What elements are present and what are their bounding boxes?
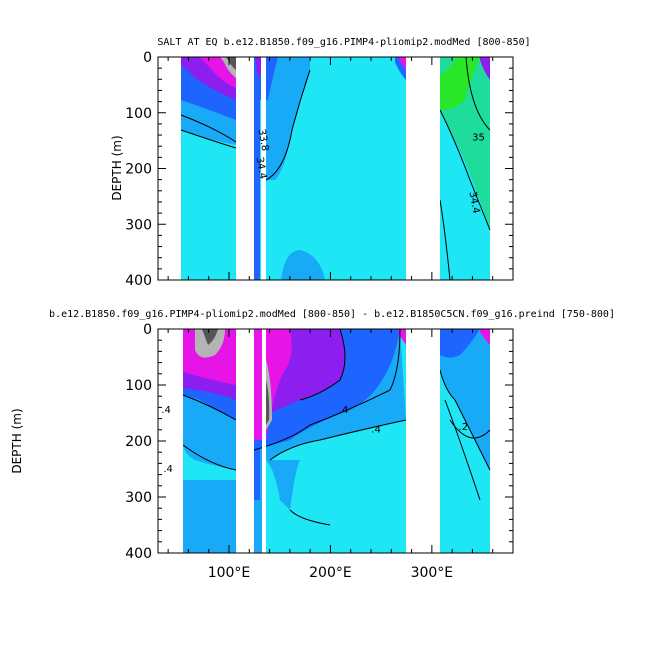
y-tick-label: 100 <box>125 378 152 394</box>
contour-label: .4 <box>161 405 171 416</box>
panel-1: SALT AT EQ b.e12.B1850.f09_g16.PIMP4-pli… <box>110 37 531 289</box>
contour-label: 34.4 <box>254 156 269 180</box>
y-tick-label: 200 <box>125 434 152 450</box>
panel-2-land-gap <box>262 329 266 553</box>
y-tick-label: 300 <box>125 217 152 233</box>
x-tick-label: 200°E <box>309 565 352 581</box>
contour-label: .4 <box>339 405 349 416</box>
y-tick-label: 200 <box>125 162 152 178</box>
y-tick-label: 100 <box>125 106 152 122</box>
panel-2-ylabel: DEPTH (m) <box>10 408 24 473</box>
panel-1-land-gap <box>406 57 440 280</box>
x-tick-label: 300°E <box>411 565 454 581</box>
panel-1-field <box>180 57 491 280</box>
y-tick-label: 400 <box>125 273 152 289</box>
panel-1-ylabel: DEPTH (m) <box>110 135 124 200</box>
panel-1-land-gap <box>236 57 254 280</box>
panel-2-land-gap <box>236 329 254 553</box>
panel-1-land-gap <box>261 57 266 280</box>
contour-label: .2 <box>459 422 469 433</box>
contour-label: 34.4 <box>467 191 482 215</box>
contour-label: 33.8 <box>256 128 271 152</box>
panel-2-land-gap <box>406 329 440 553</box>
x-tick-label: 100°E <box>208 565 251 581</box>
y-tick-label: 0 <box>143 322 152 338</box>
contour-label: .4 <box>371 425 381 436</box>
y-tick-label: 300 <box>125 490 152 506</box>
contour-label: .4 <box>163 464 173 475</box>
panel-2-field <box>182 329 491 553</box>
panel-1-title: SALT AT EQ b.e12.B1850.f09_g16.PIMP4-pli… <box>157 37 530 48</box>
y-tick-label: 0 <box>143 50 152 66</box>
panel-2-title: b.e12.B1850.f09_g16.PIMP4-pliomip2.modMe… <box>49 309 615 320</box>
y-tick-label: 400 <box>125 546 152 562</box>
contour-label: 35 <box>472 133 485 144</box>
panel-2: b.e12.B1850.f09_g16.PIMP4-pliomip2.modMe… <box>10 309 615 581</box>
